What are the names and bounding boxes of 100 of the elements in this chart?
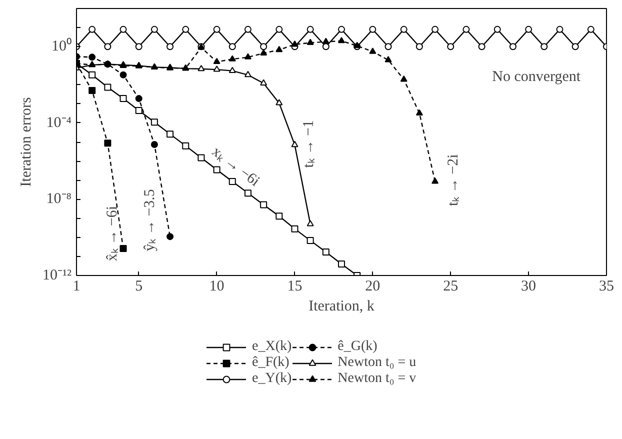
point bbox=[88, 54, 96, 61]
point bbox=[572, 43, 579, 50]
point bbox=[447, 43, 454, 50]
annotation: ŷₖ → −3.5 bbox=[142, 189, 158, 252]
point bbox=[338, 36, 345, 44]
point bbox=[260, 79, 268, 86]
point bbox=[213, 26, 220, 33]
point bbox=[291, 140, 298, 148]
point bbox=[369, 26, 376, 33]
point bbox=[244, 53, 252, 60]
y-tick-label: 10⁻¹² bbox=[42, 268, 72, 284]
point bbox=[244, 190, 252, 197]
point bbox=[306, 237, 314, 244]
point bbox=[416, 43, 423, 50]
point bbox=[587, 26, 594, 33]
x-tick-label: 15 bbox=[287, 278, 302, 294]
point bbox=[384, 43, 392, 50]
point bbox=[88, 87, 96, 94]
point bbox=[556, 26, 564, 33]
point bbox=[276, 212, 283, 220]
point bbox=[338, 26, 345, 33]
point bbox=[540, 43, 548, 50]
point bbox=[166, 43, 174, 50]
x-axis-title: Iteration, k bbox=[308, 298, 375, 314]
point bbox=[416, 109, 423, 116]
point bbox=[244, 26, 252, 33]
x-tick-label: 1 bbox=[72, 278, 80, 294]
point bbox=[213, 66, 220, 72]
legend-label: ê_F(k) bbox=[252, 355, 290, 371]
y-tick-label: 10⁻⁸ bbox=[46, 191, 72, 208]
point bbox=[150, 26, 158, 33]
point bbox=[478, 43, 486, 50]
point bbox=[120, 26, 127, 33]
legend-label: Newton t₀ = v bbox=[338, 371, 416, 387]
point bbox=[135, 106, 142, 114]
point bbox=[228, 66, 236, 74]
annotation: tₖ → −2i bbox=[446, 154, 462, 206]
point bbox=[400, 76, 408, 82]
point bbox=[198, 64, 205, 72]
x-tick-label: 35 bbox=[599, 278, 614, 294]
point bbox=[322, 248, 330, 256]
point bbox=[244, 70, 252, 78]
point bbox=[276, 99, 283, 106]
point bbox=[120, 245, 127, 252]
point bbox=[260, 49, 268, 56]
point bbox=[182, 26, 190, 33]
point bbox=[104, 43, 112, 50]
legend-label: e_X(k) bbox=[252, 339, 292, 355]
point bbox=[228, 43, 236, 50]
point bbox=[432, 178, 439, 184]
point bbox=[322, 43, 330, 50]
point bbox=[88, 71, 96, 78]
point bbox=[509, 43, 516, 50]
point bbox=[213, 58, 220, 64]
point bbox=[384, 56, 392, 62]
y-axis-title: Iteration errors bbox=[18, 97, 35, 187]
y-tick-label: 10⁻⁴ bbox=[46, 114, 72, 131]
annotation: No convergent bbox=[492, 69, 582, 86]
point bbox=[306, 220, 314, 226]
point bbox=[198, 154, 205, 162]
point bbox=[88, 26, 96, 33]
point bbox=[228, 55, 236, 62]
point bbox=[150, 118, 158, 126]
point bbox=[525, 26, 532, 33]
legend-label: e_Y(k) bbox=[252, 371, 292, 387]
x-tick-label: 30 bbox=[521, 278, 536, 294]
point bbox=[104, 140, 112, 147]
point bbox=[104, 84, 112, 91]
point bbox=[120, 95, 127, 102]
point bbox=[120, 71, 127, 78]
point bbox=[432, 26, 439, 33]
x-tick-label: 20 bbox=[365, 278, 380, 294]
point bbox=[306, 38, 314, 45]
x-tick-label: 25 bbox=[443, 278, 458, 294]
point bbox=[166, 233, 174, 240]
point bbox=[213, 166, 220, 174]
legend-label: Newton t₀ = u bbox=[338, 355, 416, 371]
annotation: xₖ → −6i bbox=[208, 144, 262, 190]
point bbox=[322, 38, 330, 44]
legend-label: ê_G(k) bbox=[338, 339, 378, 355]
x-tick-label: 5 bbox=[135, 278, 143, 294]
x-tick-label: 10 bbox=[209, 278, 224, 294]
point bbox=[291, 225, 298, 232]
point bbox=[462, 26, 470, 33]
point bbox=[182, 142, 190, 150]
point bbox=[276, 46, 283, 52]
y-tick-label: 10⁰ bbox=[52, 38, 72, 55]
annotation: x̂ₖ → −6i bbox=[104, 206, 120, 262]
point bbox=[494, 26, 501, 33]
point bbox=[276, 26, 283, 33]
point bbox=[306, 26, 314, 33]
point bbox=[135, 95, 142, 102]
point bbox=[291, 40, 298, 47]
point bbox=[150, 141, 158, 148]
point bbox=[166, 130, 174, 138]
point bbox=[400, 26, 408, 33]
point bbox=[228, 178, 236, 185]
point bbox=[338, 260, 345, 268]
point bbox=[260, 201, 268, 208]
point bbox=[260, 43, 268, 50]
